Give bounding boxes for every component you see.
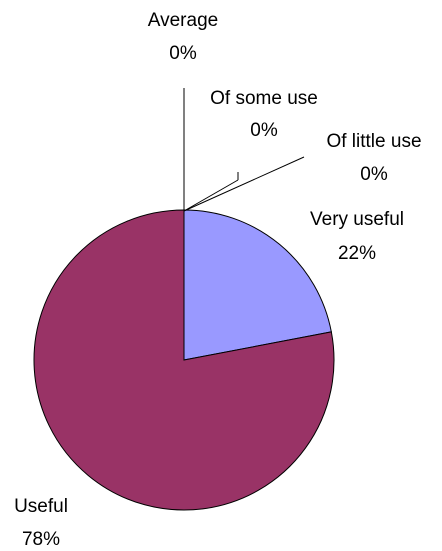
leader-lines bbox=[183, 88, 305, 212]
slice-useful bbox=[33, 209, 335, 511]
label-useful: Useful bbox=[14, 496, 68, 517]
label-average: Average bbox=[148, 10, 218, 31]
pie-slices bbox=[33, 209, 335, 511]
label-of-some-use: Of some use bbox=[210, 88, 318, 109]
label-very-useful: Very useful bbox=[310, 209, 404, 230]
value-useful: 78% bbox=[22, 529, 60, 550]
value-very-useful: 22% bbox=[338, 243, 376, 264]
leader-line-of-little-use bbox=[183, 156, 305, 212]
value-of-little-use: 0% bbox=[360, 164, 388, 185]
slice-labels: Very useful 22% Useful 78% Average 0% Of… bbox=[14, 10, 421, 550]
leader-line-of-some-use bbox=[183, 179, 239, 212]
slice-very-useful bbox=[183, 209, 332, 361]
value-average: 0% bbox=[169, 43, 197, 64]
value-of-some-use: 0% bbox=[250, 120, 278, 141]
label-of-little-use: Of little use bbox=[326, 131, 421, 152]
